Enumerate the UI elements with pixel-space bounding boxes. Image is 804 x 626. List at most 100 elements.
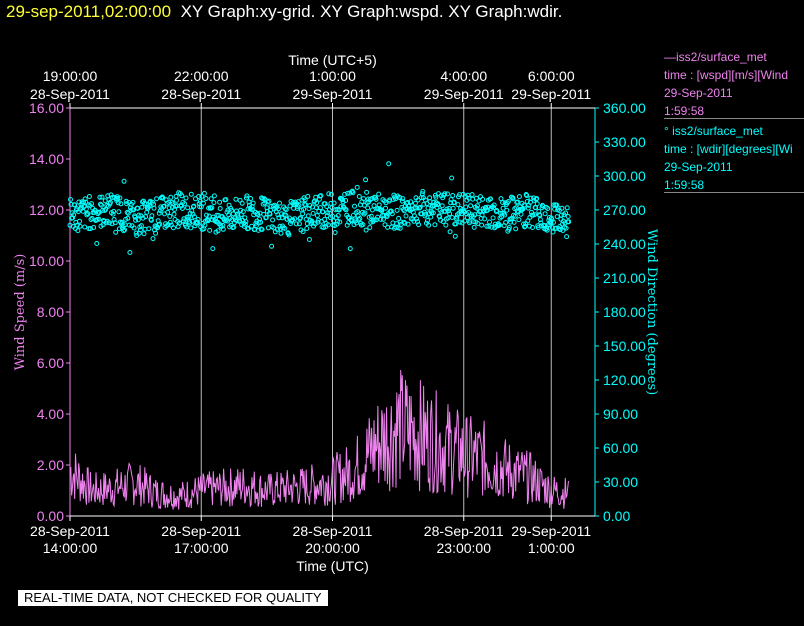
wind-direction-point [199, 193, 205, 199]
legend-wdir-line3: 29-Sep-2011 [664, 160, 733, 174]
wind-direction-point [382, 222, 388, 228]
wind-direction-point [491, 202, 497, 208]
legend-wdir-line2: time : [wdir][degrees][Wi [664, 142, 793, 156]
wind-direction-point [525, 218, 531, 224]
wind-direction-point [362, 210, 368, 216]
wind-direction-point [99, 194, 105, 200]
wind-direction-point [538, 223, 544, 229]
wind-direction-point [420, 189, 426, 194]
wind-direction-point [189, 218, 195, 224]
wind-direction-point [340, 197, 345, 203]
x-axis-label-top: Time (UTC+5) [288, 52, 377, 68]
wind-direction-point [423, 211, 429, 217]
bottom-tick-date: 28-Sep-2011 [30, 523, 110, 539]
wind-direction-point [394, 207, 400, 213]
wind-direction-point [378, 216, 384, 222]
wind-direction-point [354, 184, 360, 190]
wind-direction-point [442, 191, 448, 197]
wind-direction-point [545, 206, 551, 211]
wind-direction-point [452, 233, 458, 239]
y-axis-label-left: Wind Speed (m/s) [13, 254, 28, 371]
wind-direction-point [432, 222, 438, 228]
left-tick-label: 8.00 [37, 304, 64, 320]
wind-direction-point [395, 225, 401, 231]
wind-direction-point [510, 196, 516, 202]
wind-direction-point [83, 199, 89, 205]
legend-wspd-line3: 29-Sep-2011 [664, 86, 733, 100]
vertical-gridlines [200, 108, 552, 516]
wind-direction-point [167, 213, 173, 219]
wind-direction-point [270, 217, 276, 223]
legend-divider [664, 192, 804, 193]
wind-direction-point [454, 214, 460, 220]
wind-direction-point [405, 221, 411, 227]
wind-direction-point [376, 191, 382, 197]
wind-direction-point [322, 216, 328, 222]
wind-direction-point [325, 222, 331, 228]
right-tick-label: 360.00 [603, 100, 646, 116]
wind-direction-point [331, 200, 337, 206]
chart-title: 29-sep-2011,02:00:00 XY Graph:xy-grid. X… [6, 2, 562, 22]
title-timestamp: 29-sep-2011,02:00:00 [6, 2, 172, 21]
wind-direction-point [463, 204, 469, 210]
wind-direction-point [447, 211, 453, 217]
wind-direction-point [77, 223, 83, 229]
right-tick-label: 120.00 [603, 372, 646, 388]
wind-direction-point [116, 226, 122, 232]
wind-direction-point [72, 202, 78, 208]
wind-direction-point [342, 206, 348, 212]
wind-direction-point [388, 208, 394, 214]
wind-direction-point [96, 216, 102, 222]
wind-direction-point [440, 219, 446, 225]
wind-direction-point [383, 205, 388, 211]
bottom-tick-time: 20:00:00 [305, 540, 360, 556]
wind-direction-point [343, 198, 349, 203]
wind-direction-point [265, 199, 271, 205]
wind-direction-point [439, 203, 445, 209]
wind-direction-point [516, 217, 522, 223]
wind-direction-point [258, 219, 264, 225]
wind-direction-point [235, 213, 241, 219]
wind-direction-point [447, 229, 453, 235]
wind-direction-point [334, 206, 340, 212]
right-tick-label: 90.00 [603, 406, 638, 422]
wind-direction-point [242, 221, 248, 227]
wind-direction-point [479, 222, 485, 228]
top-tick-time: 22:00:00 [174, 68, 229, 84]
wind-direction-point [558, 212, 564, 218]
top-tick-date: 28-Sep-2011 [30, 86, 110, 102]
wind-direction-point [504, 207, 510, 213]
wind-direction-point [396, 215, 402, 221]
wind-direction-point [369, 207, 375, 213]
left-tick-label: 6.00 [37, 355, 64, 371]
wind-direction-point [363, 227, 369, 233]
top-tick-time: 6:00:00 [528, 68, 575, 84]
wind-direction-point [365, 205, 371, 211]
wind-direction-point [534, 201, 540, 207]
wind-direction-point [513, 226, 519, 232]
wind-direction-point [455, 202, 461, 208]
wind-direction-point [237, 218, 243, 224]
wind-direction-point [106, 220, 112, 226]
wind-direction-point [506, 225, 512, 230]
wind-direction-point [421, 201, 427, 207]
wind-direction-point [414, 205, 420, 211]
wind-direction-point [484, 223, 490, 229]
wind-direction-point [109, 221, 115, 227]
wind-direction-point [566, 219, 572, 225]
wind-direction-point [121, 228, 127, 234]
wind-direction-point [117, 195, 123, 201]
wind-direction-point [171, 211, 177, 217]
wind-direction-point [86, 194, 92, 199]
wind-direction-point [161, 203, 167, 209]
wind-direction-point [193, 196, 198, 202]
wind-direction-point [204, 212, 209, 218]
wind-direction-point [564, 234, 570, 240]
wind-direction-point [496, 222, 502, 228]
wind-direction-point [179, 206, 185, 211]
right-tick-label: 0.00 [603, 508, 630, 524]
title-graphs: XY Graph:xy-grid. XY Graph:wspd. XY Grap… [180, 2, 563, 21]
wind-direction-point [352, 203, 357, 209]
wind-direction-point [363, 177, 369, 183]
